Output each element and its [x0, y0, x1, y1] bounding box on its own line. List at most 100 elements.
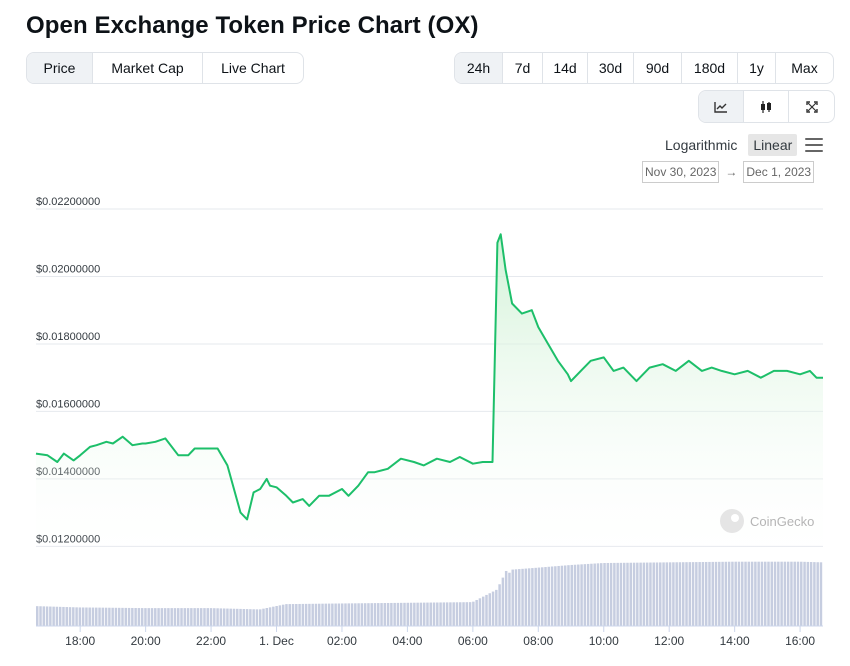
- date-range-selector: Nov 30, 2023 → Dec 1, 2023: [642, 161, 815, 183]
- volume-bar: [698, 562, 701, 626]
- volume-bar: [747, 561, 751, 626]
- volume-bar: [737, 561, 741, 626]
- volume-bar: [780, 561, 783, 626]
- chart-mode-tabs: Price Market Cap Live Chart: [26, 52, 304, 84]
- volume-bar: [557, 565, 560, 626]
- volume-bar: [301, 603, 305, 626]
- volume-bar: [714, 561, 718, 626]
- volume-bar: [75, 607, 78, 626]
- candlestick-button[interactable]: [744, 91, 789, 122]
- volume-bar: [78, 607, 82, 626]
- volume-bar: [275, 606, 278, 626]
- volume-bar: [206, 608, 209, 626]
- volume-bar: [377, 603, 380, 626]
- volume-bar: [603, 563, 606, 626]
- volume-bar: [173, 608, 177, 626]
- x-tick-label: 16:00: [785, 634, 815, 648]
- volume-bar: [262, 608, 265, 626]
- range-7d-button[interactable]: 7d: [503, 53, 543, 83]
- volume-bar: [199, 608, 203, 626]
- volume-bar: [777, 561, 780, 626]
- volume-bar: [675, 562, 678, 626]
- range-90d-button[interactable]: 90d: [634, 53, 682, 83]
- line-chart-button[interactable]: [699, 91, 744, 122]
- volume-bar: [459, 602, 462, 626]
- volume-bar: [281, 604, 285, 626]
- volume-bar: [593, 563, 596, 626]
- price-line: [35, 233, 823, 521]
- coingecko-watermark-text: CoinGecko: [750, 514, 814, 529]
- volume-bar: [468, 602, 472, 626]
- volume-bar: [72, 607, 75, 626]
- volume-bar: [813, 562, 816, 626]
- volume-bar: [773, 561, 777, 626]
- x-tick-label: 1. Dec: [259, 634, 294, 648]
- coingecko-watermark: CoinGecko: [720, 509, 814, 533]
- x-tick-label: 08:00: [523, 634, 553, 648]
- volume-bar: [757, 561, 760, 626]
- tab-market-cap[interactable]: Market Cap: [93, 53, 203, 83]
- hamburger-menu-icon[interactable]: [803, 136, 825, 154]
- volume-bar: [278, 605, 282, 626]
- volume-bar: [501, 577, 505, 626]
- volume-bar: [800, 561, 803, 626]
- volume-bar: [390, 602, 393, 626]
- y-tick-label: $0.01600000: [36, 398, 100, 410]
- volume-bar: [396, 602, 400, 626]
- volume-bar: [170, 608, 173, 626]
- volume-bar: [140, 608, 144, 626]
- date-to-input[interactable]: Dec 1, 2023: [743, 161, 815, 183]
- y-tick-label: $0.02200000: [36, 196, 100, 208]
- volume-bar: [544, 567, 547, 626]
- volume-bar: [180, 608, 183, 626]
- volume-bar: [213, 608, 216, 626]
- volume-bar: [236, 608, 239, 626]
- linear-scale-option[interactable]: Linear: [748, 134, 798, 156]
- date-from-input[interactable]: Nov 30, 2023: [642, 161, 720, 183]
- range-max-button[interactable]: Max: [791, 60, 818, 76]
- y-tick-label: $0.02000000: [36, 263, 100, 275]
- volume-bar: [104, 607, 108, 626]
- volume-bar: [239, 608, 242, 626]
- volume-bar: [609, 562, 613, 626]
- tab-live-chart[interactable]: Live Chart: [221, 60, 285, 76]
- volume-bar: [685, 562, 688, 626]
- volume-bar: [95, 607, 98, 626]
- volume-bar: [291, 604, 295, 626]
- volume-bar: [793, 561, 796, 626]
- volume-bar: [268, 607, 272, 626]
- volume-bar: [127, 607, 131, 626]
- page-title: Open Exchange Token Price Chart (OX): [26, 12, 479, 39]
- range-1y-button[interactable]: 1y: [738, 53, 776, 83]
- volume-bar: [131, 607, 134, 626]
- volume-bar: [718, 561, 721, 626]
- range-24h-button[interactable]: 24h: [455, 53, 503, 83]
- range-30d-button[interactable]: 30d: [588, 53, 634, 83]
- volume-bar: [514, 569, 518, 626]
- volume-bar: [357, 603, 360, 626]
- volume-bar: [596, 563, 600, 626]
- range-180d-button[interactable]: 180d: [682, 53, 738, 83]
- volume-bar: [531, 568, 534, 626]
- volume-bar: [570, 564, 573, 626]
- scale-toggle: Logarithmic Linear: [660, 133, 825, 157]
- volume-bar: [203, 608, 206, 626]
- fullscreen-button[interactable]: [789, 91, 834, 122]
- volume-bar: [386, 602, 390, 626]
- volume-bar: [626, 562, 629, 626]
- candlestick-icon: [761, 100, 771, 113]
- volume-bar: [111, 607, 114, 626]
- volume-bar: [117, 607, 121, 626]
- volume-bar: [219, 608, 223, 626]
- volume-bar: [406, 602, 410, 626]
- range-14d-button[interactable]: 14d: [543, 53, 588, 83]
- volume-bar: [62, 606, 65, 626]
- volume-bar: [796, 561, 800, 626]
- volume-bar: [252, 609, 255, 626]
- volume-bar: [655, 562, 659, 626]
- logarithmic-scale-option[interactable]: Logarithmic: [665, 137, 738, 153]
- volume-bar: [137, 608, 141, 626]
- tab-price[interactable]: Price: [27, 53, 93, 83]
- volume-bar: [567, 565, 570, 626]
